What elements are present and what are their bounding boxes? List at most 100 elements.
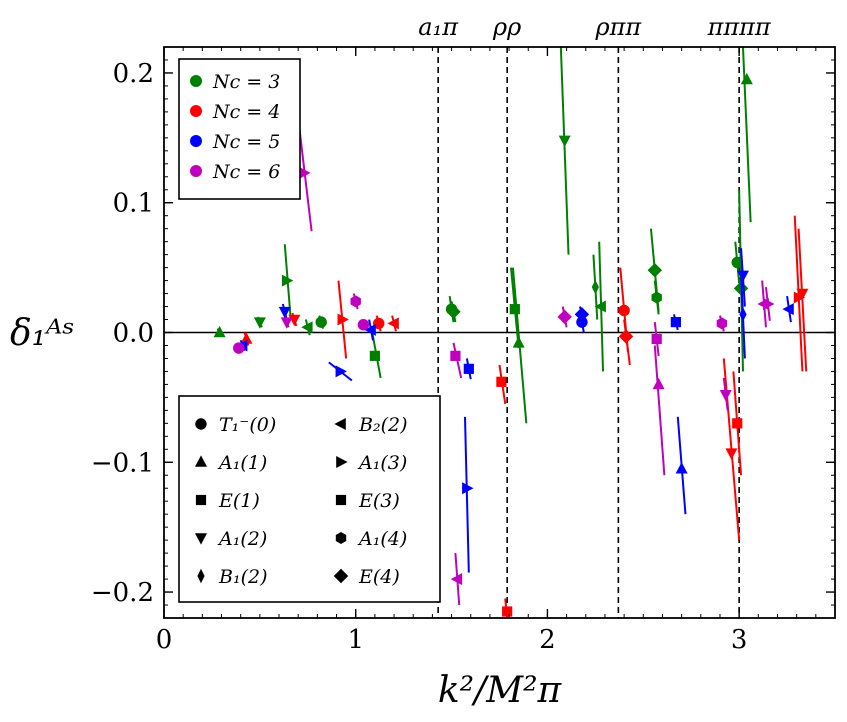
data-point-7 (446, 301, 461, 323)
marker-hexagon (350, 295, 361, 308)
legend-irrep-entry: T₁⁻(0) (195, 414, 276, 436)
marker-square (369, 350, 380, 361)
error-bar (741, 47, 752, 223)
x-tick-label: 1 (347, 625, 364, 655)
marker-triangle-down (725, 448, 738, 460)
x-tick-label: 2 (539, 625, 556, 655)
data-point-43 (782, 296, 794, 323)
marker-square (463, 363, 474, 374)
legend-nc-label: Nc = 6 (212, 161, 280, 183)
data-point-12 (594, 241, 606, 372)
marker-triangle-left (450, 573, 463, 586)
data-point-55 (719, 377, 732, 411)
data-point-30 (796, 228, 809, 372)
data-point-52 (651, 322, 662, 356)
marker-circle (373, 317, 385, 330)
marker-triangle-left (364, 323, 376, 336)
data-point-20 (337, 280, 349, 359)
marker-square (450, 350, 461, 361)
legend-marker-triangle-left (334, 418, 346, 430)
x-tick-label: 0 (156, 625, 173, 655)
marker-square (651, 333, 662, 345)
legend-marker-diamond (333, 568, 349, 584)
legend-marker-square (195, 494, 207, 506)
marker-hexagon (716, 317, 728, 330)
data-point-47 (350, 293, 361, 310)
data-point-28 (732, 371, 743, 476)
marker-triangle-left (301, 321, 313, 334)
threshold-label-2: ρππ (595, 13, 643, 41)
data-point-38 (574, 306, 590, 323)
error-bar (463, 416, 470, 573)
marker-triangle-right (337, 313, 349, 326)
legend-nc-label: Nc = 5 (212, 131, 280, 153)
legend-irrep-label: A₁(4) (357, 528, 407, 550)
marker-diamond (618, 329, 634, 344)
legend-irrep-entry: A₁(2) (195, 528, 267, 550)
marker-triangle-right (299, 166, 311, 179)
data-point-32 (278, 303, 291, 320)
data-point-10 (558, 47, 571, 255)
threshold-label-3: ππππ (707, 13, 772, 41)
data-point-24 (502, 598, 513, 618)
marker-square (502, 606, 513, 617)
data-point-34 (364, 319, 376, 341)
data-point-23 (496, 364, 507, 405)
legend-irrep-entry: E(4) (333, 566, 400, 588)
data-point-18 (240, 332, 253, 346)
marker-triangle-down (736, 270, 749, 282)
legend-marker-hexagon (335, 532, 347, 544)
marker-triangle-up (240, 332, 253, 344)
marker-triangle-up (740, 72, 753, 85)
y-tick-label: −0.2 (91, 578, 154, 608)
legend-marker-circle (195, 418, 207, 430)
data-point-21 (373, 315, 385, 332)
error-bar (653, 345, 666, 476)
legend-irrep-entry: A₁(4) (335, 528, 407, 550)
marker-circle (233, 342, 245, 354)
data-point-3 (301, 319, 313, 336)
marker-triangle-up (512, 336, 525, 348)
marker-triangle-down (278, 306, 291, 319)
threshold-label-1: ρρ (492, 13, 521, 41)
marker-triangle-right (793, 291, 806, 304)
legend-marker-triangle-right (336, 456, 348, 468)
marker-circle (315, 316, 327, 328)
marker-hexagon (651, 291, 662, 304)
marker-diamond (557, 309, 572, 325)
legend-nc-entry: Nc = 4 (190, 101, 280, 123)
error-bar (559, 47, 570, 255)
marker-thin-diamond (591, 279, 599, 295)
data-point-40 (675, 416, 688, 515)
marker-triangle-left (387, 317, 399, 330)
x-axis-title: k²/M²π (438, 670, 563, 711)
data-layer (164, 47, 835, 618)
marker-square (732, 418, 743, 429)
legend-marker-triangle-down (195, 533, 207, 545)
legend-nc-entry: Nc = 5 (190, 131, 280, 153)
marker-circle (618, 304, 630, 317)
data-point-51 (557, 306, 572, 328)
data-point-22 (387, 315, 399, 332)
marker-square (670, 317, 681, 328)
data-point-29 (793, 215, 806, 372)
data-point-27 (722, 358, 741, 541)
data-point-33 (328, 361, 353, 382)
legend-irrep-label: A₁(1) (217, 452, 267, 474)
legend-irrep-label: E(1) (218, 490, 260, 512)
data-point-2 (281, 244, 294, 318)
data-point-4 (315, 315, 327, 329)
legend-irrep-label: E(4) (358, 566, 400, 588)
y-tick-label: 0.0 (113, 319, 154, 349)
marker-triangle-left (782, 303, 794, 316)
x-tick-label: 3 (731, 625, 748, 655)
error-bar (793, 215, 804, 372)
data-point-1 (253, 316, 266, 329)
legend-marker-thin-diamond (197, 568, 205, 584)
marker-diamond (647, 263, 662, 278)
legend-marker-square (335, 494, 347, 506)
y-tick-label: −0.1 (91, 448, 154, 478)
marker-circle (576, 316, 588, 328)
legend-layer: Nc = 3 Nc = 4 Nc = 5 Nc = 6 T₁⁻(0) A₁(1) E(1) A… (178, 58, 441, 603)
